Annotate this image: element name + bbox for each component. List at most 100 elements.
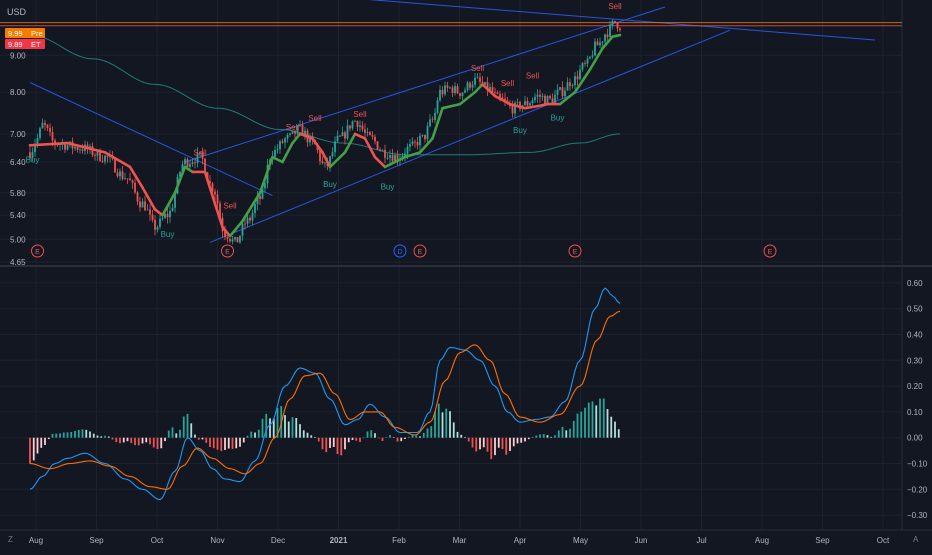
candle [351,120,354,131]
candles [29,19,621,245]
earnings-event-marker[interactable]: E [31,244,44,258]
histogram-bar [130,437,133,444]
histogram-bar [415,435,418,438]
histogram-bar [610,416,613,438]
candle-body [581,63,584,70]
candle-body [449,87,451,89]
histogram-bar [572,420,575,438]
candle-body [564,90,566,97]
candle-body [426,126,429,140]
candle [116,168,119,178]
histogram-bar [362,437,365,439]
candle [284,136,286,149]
earnings-event-marker[interactable]: E [568,244,582,258]
trend-line-segment [183,165,194,174]
candle-body [341,132,344,137]
candle [576,70,579,86]
histogram-bar [276,408,279,438]
histogram-bar [104,435,106,438]
trend-line-segment [588,47,604,71]
candle [571,83,574,89]
candle-body [349,125,351,129]
histogram-bar [235,437,238,449]
candle-body [616,22,619,29]
candle-body [156,226,159,230]
candle [154,215,156,236]
candle [346,119,349,141]
candle-body [429,119,431,127]
candle-body [596,41,599,46]
dividend-event-marker[interactable]: D [393,244,407,258]
candle-body [91,146,94,156]
candle-body [541,95,544,97]
sell-signal-label: Sell [471,64,485,73]
candle-body [511,105,514,114]
time-tick-label: Sep [89,536,104,545]
candle-body [514,102,516,114]
time-axis[interactable]: Aug Sep Oct Nov Dec 2021 Feb Mar Apr May Jun Jul Aug… [29,536,890,545]
candle-body [171,207,174,211]
candle [594,38,596,57]
candle-body [321,161,324,164]
candle-body [164,213,166,218]
histogram-bar [527,437,530,440]
histogram-bar [302,430,305,438]
price-axis[interactable]: 9.00 8.00 7.00 6.40 5.80 5.40 5.00 4.65 [10,51,26,267]
histogram-bar [284,415,286,438]
grid [0,0,932,531]
channel-line [29,82,273,196]
candle-body [441,89,444,95]
candle-body [336,135,339,142]
candle-body [201,152,204,159]
histogram-bar [186,413,189,438]
candle-body [474,77,476,85]
oscillator-axis[interactable]: 0.60 0.50 0.40 0.30 0.20 0.10 0.00 −0.10 −0.20 −0… [907,279,928,520]
candle [359,120,361,132]
earnings-event-marker[interactable]: E [221,244,234,258]
histogram-bar [599,398,601,438]
candle-body [346,125,349,139]
candle [124,172,126,180]
candle-body [256,196,259,205]
candle [389,149,391,163]
histogram-bar [201,437,204,440]
oscillator-tick-label: 0.40 [907,331,923,340]
histogram-bar [565,430,568,438]
histogram-bar [430,426,433,438]
earnings-event-marker[interactable]: E [413,244,427,258]
candle [414,139,416,148]
histogram-bar [445,408,448,438]
candle-body [31,152,34,158]
candle [396,150,399,166]
histogram-bar [374,433,376,438]
candle-body [229,238,231,242]
earnings-event-marker[interactable]: E [763,244,777,258]
histogram-bar [209,437,211,447]
histogram-bar [456,431,459,438]
histogram-bar [471,437,474,448]
candle [169,205,171,224]
histogram-bar [220,437,223,452]
candle-body [29,152,31,158]
histogram-bar [70,432,73,438]
timezone-toggle-icon[interactable]: Z [8,535,13,544]
trend-line-segment [403,151,422,159]
auto-scale-toggle-icon[interactable]: A [913,535,919,544]
candle [596,38,599,46]
candle [189,159,191,169]
histogram-bar [299,424,301,438]
sell-signal-label: Sell [286,123,300,132]
histogram-bar [242,437,245,443]
candle [236,237,239,243]
candle [446,81,449,92]
candle-body [531,100,534,104]
histogram-bar [441,412,444,438]
candle [569,78,571,91]
candle-body [384,149,386,158]
candle [559,86,561,91]
histogram-bar [306,432,309,438]
event-circle [763,244,777,258]
candle [486,76,489,97]
